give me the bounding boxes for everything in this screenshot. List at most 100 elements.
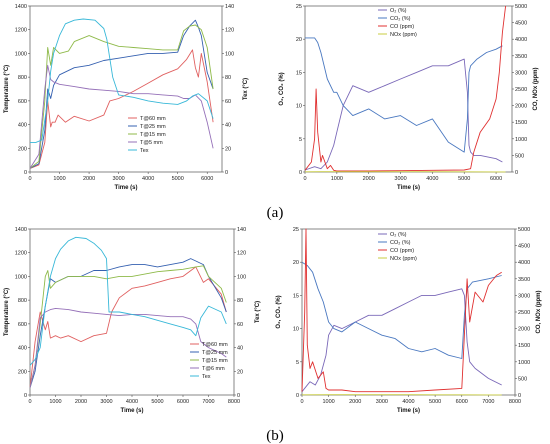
y-tick-label: 5 xyxy=(296,360,299,366)
x-tick-label: 4000 xyxy=(426,176,438,182)
y-tick-label: 0 xyxy=(296,393,299,399)
y2-tick-label: 1500 xyxy=(515,120,527,126)
x-tick-label: 1000 xyxy=(323,399,335,405)
y2-tick-label: 4000 xyxy=(515,37,527,43)
y-tick-label: 5 xyxy=(299,137,302,143)
x-tick-label: 1000 xyxy=(49,399,61,405)
y-tick-label: 400 xyxy=(18,346,27,352)
legend-entry: Tex xyxy=(202,374,211,380)
y2-axis-label: CO, NOx (ppm) xyxy=(536,290,542,333)
legend: O₂ (%) CO₂ (%) CO (ppm) NOx (ppm) xyxy=(378,8,417,38)
plot-frame xyxy=(29,5,223,173)
y2-tick-label: 2500 xyxy=(515,87,527,93)
x-tick-label: 7000 xyxy=(482,399,494,405)
y-axis-label: Temperature (°C) xyxy=(4,288,10,336)
x-tick-label: 4000 xyxy=(126,399,138,405)
y-tick-label: 25 xyxy=(296,4,302,10)
y-tick-label: 800 xyxy=(18,75,27,81)
y-tick-label: 0 xyxy=(24,393,27,399)
x-tick-label: 2000 xyxy=(83,176,95,182)
legend-entry: T@25 mm xyxy=(202,350,228,356)
y2-tick-label: 80 xyxy=(225,75,231,81)
y2-tick-label: 0 xyxy=(518,393,521,399)
x-tick-label: 5000 xyxy=(458,176,470,182)
y-tick-label: 1200 xyxy=(15,28,27,34)
y-tick-label: 1200 xyxy=(15,251,27,257)
y2-tick-label: 40 xyxy=(237,346,243,352)
y-tick-label: 200 xyxy=(18,146,27,152)
y2-tick-label: 1000 xyxy=(515,137,527,143)
legend-entry: NOx (ppm) xyxy=(390,256,417,262)
y-tick-label: 200 xyxy=(18,369,27,375)
y2-tick-label: 3500 xyxy=(518,277,530,283)
x-axis-label: Time (s) xyxy=(397,408,420,414)
plot-frame xyxy=(304,5,513,173)
x-tick-label: 3000 xyxy=(112,176,124,182)
y2-tick-label: 60 xyxy=(237,322,243,328)
legend-entry: CO (ppm) xyxy=(390,24,414,30)
y2-tick-label: 20 xyxy=(225,146,231,152)
legend-entry: T@15 mm xyxy=(202,358,228,364)
legend-entry: T@15 mm xyxy=(140,132,166,138)
y2-tick-label: 1500 xyxy=(518,343,530,349)
y-tick-label: 15 xyxy=(296,70,302,76)
series-line-t-15-mm xyxy=(29,24,214,169)
legend-entry: O₂ (%) xyxy=(390,8,407,14)
x-tick-label: 6000 xyxy=(490,176,502,182)
y-tick-label: 600 xyxy=(18,322,27,328)
legend: T@60 mm T@25 mm T@15 mm T@5 mm Tex xyxy=(128,116,166,154)
y2-tick-label: 60 xyxy=(225,99,231,105)
x-tick-label: 6000 xyxy=(456,399,468,405)
x-tick-label: 2000 xyxy=(75,399,87,405)
x-tick-label: 4000 xyxy=(402,399,414,405)
series-line-t-6-mm xyxy=(29,307,227,388)
y2-tick-label: 4000 xyxy=(518,260,530,266)
x-tick-label: 0 xyxy=(28,176,31,182)
y-tick-label: 10 xyxy=(296,104,302,110)
x-tick-label: 4000 xyxy=(142,176,154,182)
series-line-t-15-mm xyxy=(29,265,227,388)
legend-entry: CO (ppm) xyxy=(390,248,414,254)
series-line-co- xyxy=(305,37,503,153)
y-tick-label: 10 xyxy=(293,327,299,333)
y-axis-label: O₂, CO₂ (%) xyxy=(279,72,285,105)
y-tick-label: 20 xyxy=(293,260,299,266)
x-tick-label: 0 xyxy=(28,399,31,405)
x-tick-label: 2000 xyxy=(363,176,375,182)
x-tick-label: 1000 xyxy=(331,176,343,182)
y2-tick-label: 100 xyxy=(237,274,246,280)
y-tick-label: 20 xyxy=(296,37,302,43)
y2-tick-label: 5000 xyxy=(515,4,527,10)
x-tick-label: 8000 xyxy=(509,399,521,405)
legend-entry: T@60 mm xyxy=(140,116,166,122)
x-axis-label: Time (s) xyxy=(397,185,420,191)
series-line-t-25-mm xyxy=(29,19,214,169)
y2-axis-label: Tex (°C) xyxy=(255,301,261,323)
y2-axis-label: CO, NOx (ppm) xyxy=(533,67,539,110)
y2-tick-label: 0 xyxy=(225,170,228,176)
legend-entry: Tex xyxy=(140,148,149,154)
y2-tick-label: 500 xyxy=(518,376,527,382)
series-line-co-ppm- xyxy=(304,5,507,172)
y2-tick-label: 3000 xyxy=(515,70,527,76)
panel-label-a: (a) xyxy=(267,205,284,221)
y2-tick-label: 4500 xyxy=(518,244,530,250)
legend-entry: CO₂ (%) xyxy=(390,16,411,22)
x-tick-label: 2000 xyxy=(349,399,361,405)
legend-entry: T@25 mm xyxy=(140,124,166,130)
y2-tick-label: 1000 xyxy=(518,360,530,366)
x-tick-label: 8000 xyxy=(228,399,240,405)
panel-label-b: (b) xyxy=(266,428,284,444)
legend-entry: CO₂ (%) xyxy=(390,240,411,246)
y2-tick-label: 2000 xyxy=(515,104,527,110)
x-tick-label: 7000 xyxy=(202,399,214,405)
y2-tick-label: 3500 xyxy=(515,54,527,60)
y-tick-label: 0 xyxy=(24,170,27,176)
y-tick-label: 15 xyxy=(293,293,299,299)
y-tick-label: 400 xyxy=(18,123,27,129)
y2-tick-label: 3000 xyxy=(518,293,530,299)
y2-tick-label: 2000 xyxy=(518,327,530,333)
y2-tick-label: 40 xyxy=(225,123,231,129)
x-tick-label: 3000 xyxy=(376,399,388,405)
